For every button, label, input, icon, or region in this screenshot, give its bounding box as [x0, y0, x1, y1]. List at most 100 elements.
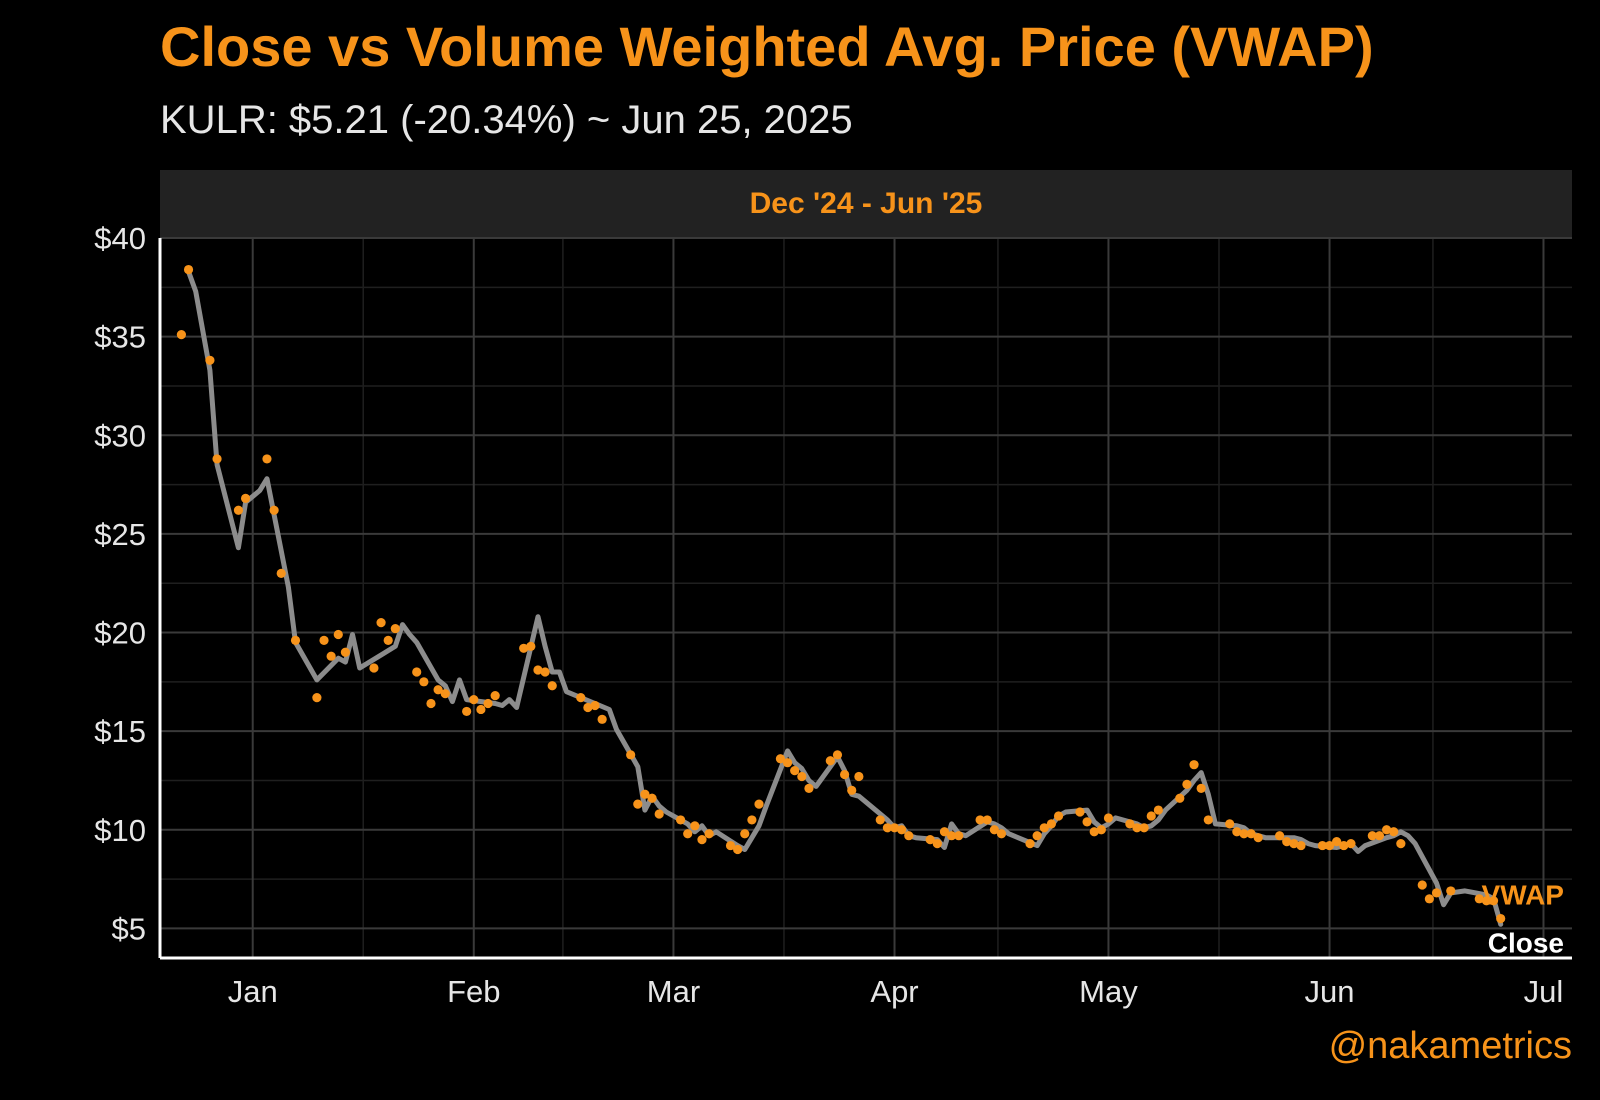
vwap-point	[1296, 840, 1306, 851]
vwap-point	[426, 698, 436, 709]
vwap-point	[847, 785, 857, 795]
vwap-point	[1039, 823, 1049, 833]
x-tick-labels: Jan Feb Mar Apr May Jun Jul	[228, 974, 1564, 1009]
vwap-point	[1203, 815, 1213, 825]
vwap-point	[1125, 819, 1135, 829]
vwap-point	[312, 693, 322, 703]
vwap-point	[1139, 823, 1149, 833]
vwap-point	[262, 454, 272, 464]
vwap-point	[1289, 838, 1299, 849]
vwap-point	[269, 505, 279, 515]
vwap-point	[1282, 837, 1292, 847]
vwap-point	[825, 756, 835, 766]
vwap-point	[782, 758, 793, 768]
vwap-point	[640, 789, 650, 799]
x-tick-label: May	[1079, 974, 1138, 1009]
vwap-point	[1232, 827, 1242, 837]
vwap-point	[326, 651, 336, 661]
vwap-point	[1046, 819, 1057, 829]
vwap-point	[1025, 838, 1035, 849]
vwap-point	[725, 840, 736, 851]
vwap-point	[626, 750, 636, 760]
vwap-point	[804, 783, 814, 793]
vwap-point	[440, 689, 450, 699]
vwap-point	[989, 825, 999, 835]
vwap-point	[340, 647, 351, 657]
vwap-point	[1374, 831, 1385, 841]
y-tick-labels: $5 $10 $15 $20 $25 $30 $35 $40	[94, 221, 146, 946]
vwap-point	[376, 618, 386, 628]
vwap-point	[1417, 880, 1427, 890]
vwap-point	[1225, 819, 1235, 829]
vwap-point	[1339, 840, 1349, 851]
vwap-point	[654, 809, 664, 819]
vwap-point	[290, 635, 301, 646]
vwap-point	[996, 829, 1007, 839]
vwap-point	[704, 829, 714, 839]
vwap-point	[775, 754, 786, 764]
vwap-point	[683, 829, 693, 839]
vwap-point	[1196, 783, 1206, 793]
vwap-point	[697, 835, 707, 845]
vwap-point	[1488, 896, 1499, 906]
vwap-point	[476, 704, 486, 715]
vwap-point	[1103, 813, 1114, 823]
y-tick-label: $15	[94, 714, 146, 749]
vwap-point	[462, 706, 472, 717]
y-tick-label: $40	[94, 221, 146, 256]
vwap-point	[897, 825, 907, 835]
y-tick-label: $25	[94, 517, 146, 552]
vwap-point	[540, 667, 550, 677]
vwap-point	[939, 827, 950, 837]
vwap-point	[1481, 896, 1492, 906]
vwap-point	[733, 844, 743, 855]
vwap-point	[547, 681, 557, 691]
axes	[158, 238, 1572, 960]
x-tick-label: Jan	[228, 974, 278, 1009]
period-strip: Dec '24 - Jun '25	[160, 170, 1572, 238]
period-label: Dec '24 - Jun '25	[749, 187, 983, 220]
vwap-point	[590, 700, 600, 711]
vwap-point	[875, 815, 885, 825]
vwap-point	[1189, 760, 1199, 770]
x-tick-label: Jun	[1305, 974, 1355, 1009]
y-tick-label: $10	[94, 813, 146, 848]
vwap-point	[1381, 825, 1392, 835]
vwap-point	[1275, 831, 1285, 841]
vwap-point	[333, 629, 343, 640]
vwap-point	[1496, 913, 1506, 924]
vwap-point	[1175, 793, 1185, 803]
vwap-point	[1424, 894, 1434, 904]
vwap-point	[240, 493, 251, 503]
vwap-point	[533, 665, 543, 675]
vwap-point	[383, 635, 393, 646]
vwap-point	[840, 769, 850, 780]
x-tick-label: Mar	[647, 974, 700, 1009]
vwap-point	[433, 685, 443, 695]
vwap-point	[205, 355, 215, 365]
vwap-point	[1182, 779, 1192, 790]
vwap-point	[1324, 840, 1335, 851]
vwap-point	[975, 815, 985, 825]
vwap-point	[212, 454, 222, 464]
vwap-point	[797, 771, 807, 782]
y-tick-label: $20	[94, 616, 146, 651]
x-tick-label: Feb	[447, 974, 500, 1009]
vwap-point	[889, 823, 900, 833]
vwap-point	[690, 821, 700, 831]
vwap-point	[1246, 829, 1256, 839]
credit-handle: @nakametrics	[1328, 1025, 1572, 1067]
vwap-point	[183, 264, 194, 275]
vwap-point	[954, 831, 964, 841]
vwap-point	[1132, 823, 1142, 833]
vwap-point	[1346, 838, 1356, 849]
vwap-point	[982, 815, 992, 825]
vwap-point	[790, 766, 800, 776]
vwap-point	[1089, 827, 1099, 837]
vwap-point	[904, 831, 914, 841]
vwap-point	[747, 815, 757, 825]
y-tick-label: $35	[94, 320, 146, 355]
vwap-point	[1389, 827, 1399, 837]
x-tick-label: Jul	[1524, 974, 1564, 1009]
